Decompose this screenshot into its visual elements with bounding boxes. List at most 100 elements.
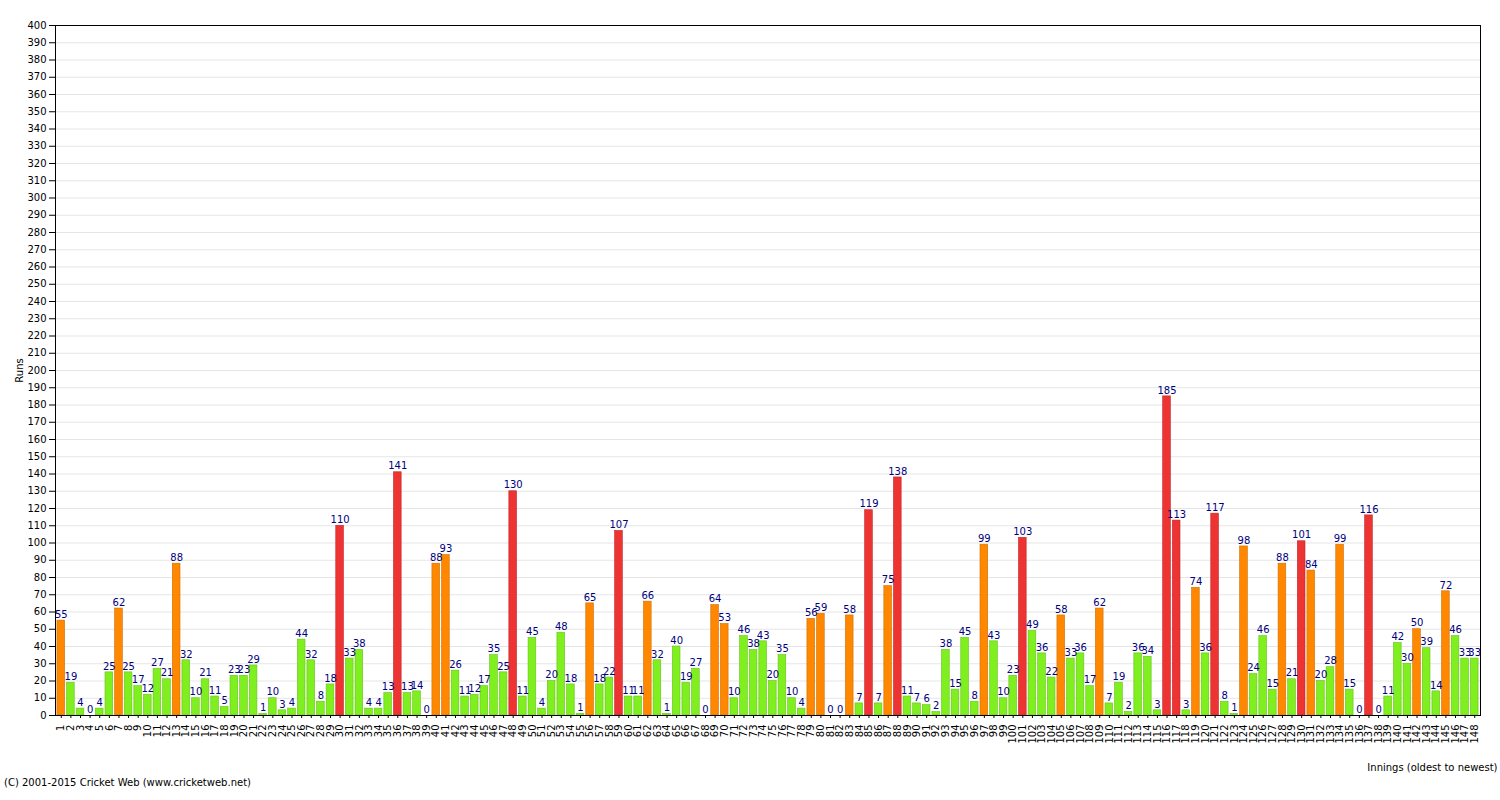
svg-text:35: 35	[776, 643, 789, 654]
svg-text:39: 39	[1420, 636, 1433, 647]
svg-text:138: 138	[888, 466, 907, 477]
svg-text:390: 390	[27, 37, 46, 48]
svg-text:1: 1	[577, 702, 583, 713]
svg-text:20: 20	[1315, 669, 1328, 680]
svg-text:88: 88	[170, 552, 183, 563]
svg-text:15: 15	[1343, 678, 1356, 689]
svg-text:0: 0	[827, 704, 833, 715]
svg-text:99: 99	[978, 533, 991, 544]
svg-text:0: 0	[423, 704, 429, 715]
svg-text:310: 310	[27, 175, 46, 186]
svg-text:40: 40	[670, 635, 683, 646]
svg-text:43: 43	[757, 630, 770, 641]
svg-text:11: 11	[632, 685, 645, 696]
svg-text:230: 230	[27, 313, 46, 324]
svg-text:42: 42	[1391, 631, 1404, 642]
svg-text:29: 29	[247, 654, 260, 665]
svg-text:46: 46	[738, 624, 751, 635]
svg-text:340: 340	[27, 123, 46, 134]
svg-text:116: 116	[1359, 504, 1378, 515]
svg-text:2: 2	[1125, 700, 1131, 711]
svg-text:38: 38	[940, 638, 953, 649]
svg-text:23: 23	[238, 664, 251, 675]
svg-text:24: 24	[1247, 662, 1260, 673]
svg-text:45: 45	[526, 626, 539, 637]
svg-text:10: 10	[997, 686, 1010, 697]
svg-text:130: 130	[27, 485, 46, 496]
svg-text:30: 30	[34, 658, 47, 669]
svg-text:19: 19	[1113, 671, 1126, 682]
svg-text:101: 101	[1292, 529, 1311, 540]
svg-text:84: 84	[1305, 559, 1318, 570]
svg-text:210: 210	[27, 347, 46, 358]
svg-text:130: 130	[504, 479, 523, 490]
svg-text:14: 14	[1430, 680, 1443, 691]
svg-text:400: 400	[27, 20, 46, 31]
svg-text:110: 110	[27, 520, 46, 531]
svg-text:27: 27	[151, 657, 164, 668]
svg-text:15: 15	[1266, 678, 1279, 689]
svg-text:8: 8	[1222, 690, 1228, 701]
svg-text:25: 25	[497, 661, 510, 672]
svg-text:88: 88	[1276, 552, 1289, 563]
svg-text:260: 260	[27, 261, 46, 272]
svg-text:107: 107	[609, 519, 628, 530]
svg-text:25: 25	[122, 661, 135, 672]
svg-text:50: 50	[1411, 617, 1424, 628]
svg-text:185: 185	[1157, 385, 1176, 396]
svg-text:70: 70	[34, 589, 47, 600]
svg-text:8: 8	[318, 690, 324, 701]
svg-text:62: 62	[113, 597, 126, 608]
svg-text:32: 32	[305, 649, 318, 660]
svg-text:7: 7	[914, 692, 920, 703]
svg-text:17: 17	[478, 674, 491, 685]
svg-text:0: 0	[1375, 704, 1381, 715]
svg-text:370: 370	[27, 71, 46, 82]
svg-text:23: 23	[1007, 664, 1020, 675]
svg-text:93: 93	[440, 543, 453, 554]
svg-text:13: 13	[382, 681, 395, 692]
svg-text:26: 26	[449, 659, 462, 670]
svg-text:46: 46	[1257, 624, 1270, 635]
svg-text:36: 36	[1074, 642, 1087, 653]
svg-text:21: 21	[161, 667, 174, 678]
svg-text:103: 103	[1013, 526, 1032, 537]
svg-text:4: 4	[375, 697, 381, 708]
svg-text:0: 0	[837, 704, 843, 715]
svg-text:18: 18	[565, 673, 578, 684]
svg-text:14: 14	[411, 680, 424, 691]
svg-text:50: 50	[34, 623, 47, 634]
svg-text:20: 20	[34, 675, 47, 686]
svg-text:53: 53	[718, 612, 731, 623]
svg-text:28: 28	[1324, 655, 1337, 666]
svg-text:4: 4	[539, 697, 545, 708]
svg-text:240: 240	[27, 296, 46, 307]
svg-text:20: 20	[766, 669, 779, 680]
svg-text:350: 350	[27, 106, 46, 117]
svg-text:180: 180	[27, 399, 46, 410]
svg-text:100: 100	[27, 537, 46, 548]
svg-text:46: 46	[1449, 624, 1462, 635]
svg-text:10: 10	[34, 692, 47, 703]
svg-text:75: 75	[882, 574, 895, 585]
svg-text:34: 34	[1141, 645, 1154, 656]
svg-text:1: 1	[260, 702, 266, 713]
svg-text:113: 113	[1167, 509, 1186, 520]
svg-text:7: 7	[856, 692, 862, 703]
svg-text:25: 25	[103, 661, 116, 672]
svg-text:35: 35	[488, 643, 501, 654]
svg-text:45: 45	[959, 626, 972, 637]
svg-text:49: 49	[1026, 619, 1039, 630]
svg-text:32: 32	[651, 649, 664, 660]
svg-text:22: 22	[603, 666, 616, 677]
svg-text:36: 36	[1036, 642, 1049, 653]
svg-text:6: 6	[923, 693, 929, 704]
svg-text:Runs: Runs	[14, 358, 25, 382]
svg-text:60: 60	[34, 606, 47, 617]
svg-text:Innings (oldest to newest): Innings (oldest to newest)	[1367, 762, 1497, 773]
svg-text:38: 38	[353, 638, 366, 649]
svg-text:18: 18	[324, 673, 337, 684]
svg-text:10: 10	[266, 686, 279, 697]
svg-text:8: 8	[972, 690, 978, 701]
svg-text:11: 11	[209, 685, 222, 696]
